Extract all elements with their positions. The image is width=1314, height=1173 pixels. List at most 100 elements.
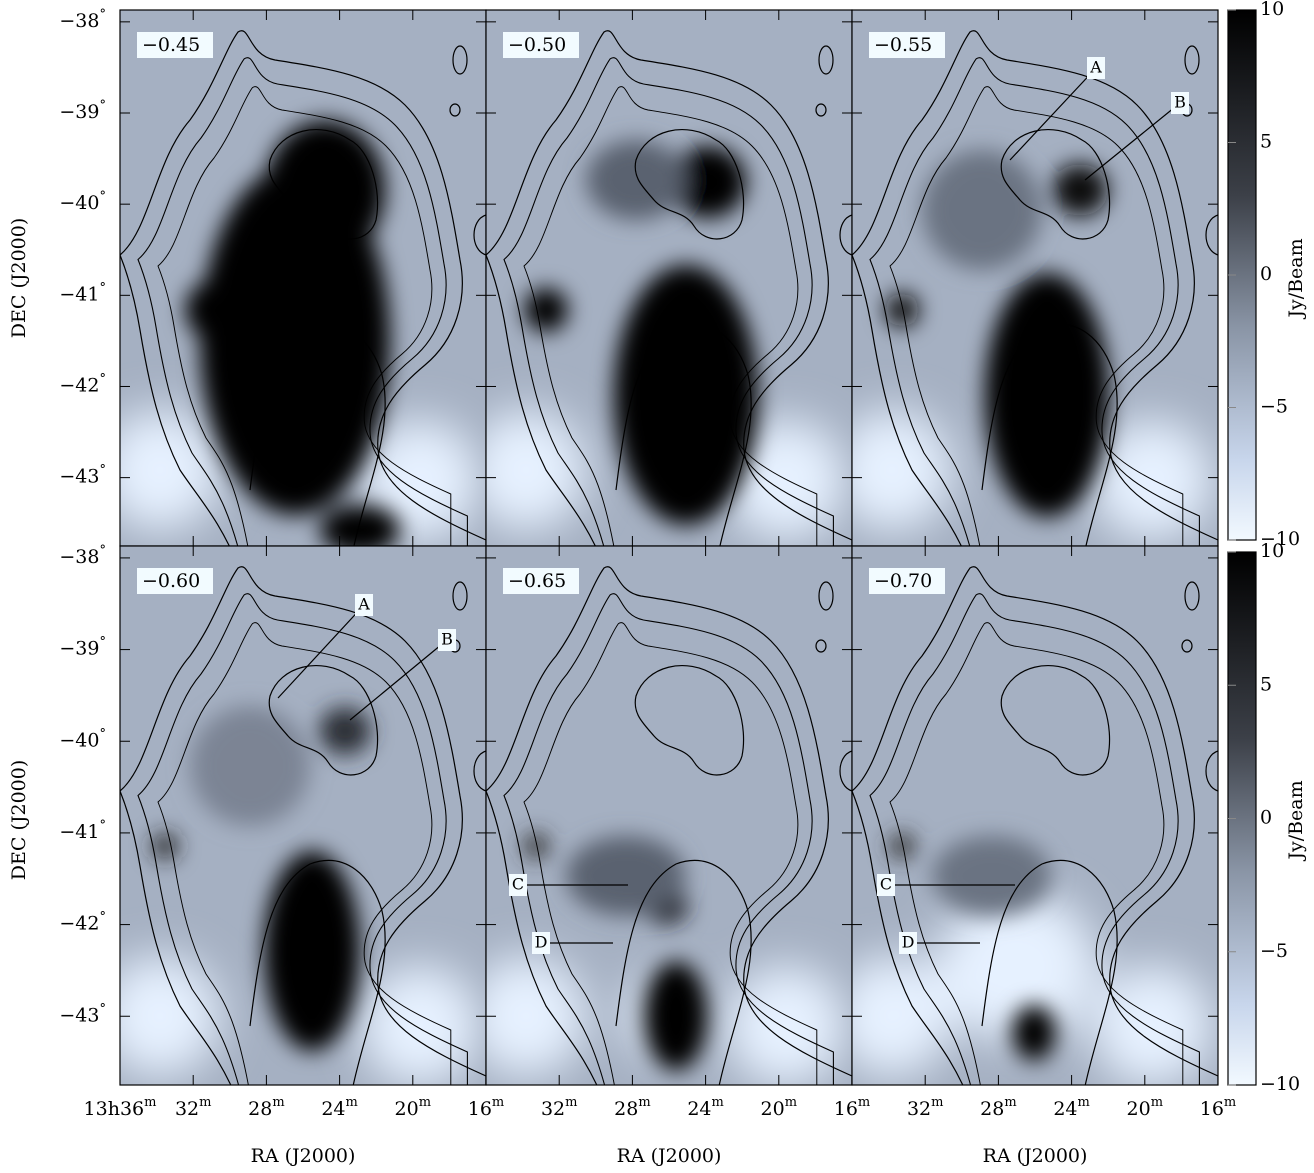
bright-region — [120, 956, 220, 1076]
x-tick-text: 32 — [907, 1098, 931, 1120]
x-tick-label: 20m — [761, 1095, 798, 1121]
image-layer — [120, 956, 480, 1085]
x-axis-label: RA (J2000) — [983, 1145, 1088, 1167]
colorbar-tick-label: 0 — [1260, 263, 1272, 285]
emission-blob — [190, 706, 310, 826]
x-tick-unit: m — [272, 1095, 284, 1110]
panel — [486, 10, 852, 546]
image-layer — [523, 833, 708, 1071]
annotation-box — [355, 594, 373, 616]
annotation-line — [1009, 67, 1097, 161]
x-tick-unit: m — [199, 1095, 211, 1110]
emission-blob — [265, 120, 385, 260]
emission-blob — [614, 265, 758, 525]
y-tick-text: −39 — [59, 638, 99, 660]
y-tick-unit: ° — [100, 189, 107, 204]
emission-blob — [524, 288, 568, 332]
x-tick-text: 28 — [980, 1098, 1004, 1120]
x-tick-text: 24 — [687, 1098, 711, 1120]
emission-blob — [670, 146, 746, 218]
emission-blob — [985, 273, 1109, 517]
x-tick-label: 32m — [907, 1095, 944, 1121]
y-tick-unit: ° — [100, 634, 107, 649]
x-tick-unit: m — [346, 1095, 358, 1110]
x-axis-label: RA (J2000) — [617, 1145, 722, 1167]
colorbar-tick-label: 5 — [1260, 131, 1272, 153]
x-tick-unit: m — [1224, 1095, 1236, 1110]
y-tick-unit: ° — [100, 726, 107, 741]
panel-label: −0.65 — [508, 570, 566, 592]
emission-blob — [889, 833, 915, 859]
annotation: C — [512, 875, 524, 894]
emission-blob — [185, 280, 245, 340]
bright-region — [120, 410, 220, 530]
x-tick-unit: m — [1078, 1095, 1090, 1110]
y-tick-label: −42° — [59, 371, 106, 397]
panel-label-box — [869, 568, 945, 594]
panel-label: −0.60 — [142, 570, 200, 592]
emission-blob — [1012, 1005, 1056, 1061]
panel — [852, 10, 1218, 546]
annotation-box — [1171, 92, 1189, 114]
emission-blob — [319, 707, 371, 755]
x-tick-label: 20m — [395, 1095, 432, 1121]
y-tick-text: −41 — [59, 821, 99, 843]
emission-blob — [320, 505, 400, 546]
colorbar-tick-label: 0 — [1260, 807, 1272, 829]
colorbar-label: Jy/Beam — [1285, 238, 1307, 319]
bright-region — [937, 891, 1097, 1041]
image-layer — [152, 706, 371, 1051]
bright-region — [360, 420, 480, 540]
bright-region — [726, 966, 846, 1085]
x-tick-label: 16m — [834, 1095, 871, 1121]
annotation-box — [1087, 57, 1105, 79]
y-tick-text: −38 — [59, 10, 99, 32]
emission-blob — [1052, 164, 1108, 216]
y-tick-text: −41 — [59, 283, 99, 305]
y-tick-unit: ° — [100, 98, 107, 113]
image-layer — [524, 140, 758, 525]
x-tick-label: 28m — [614, 1095, 651, 1121]
y-tick-unit: ° — [100, 817, 107, 832]
annotation-box — [532, 932, 550, 954]
colorbar-tick-label: −10 — [1260, 1073, 1300, 1095]
x-tick-label: 20m — [1127, 1095, 1164, 1121]
y-tick-label: −39° — [59, 634, 106, 660]
x-tick-label: 28m — [980, 1095, 1017, 1121]
emission-blob — [264, 851, 360, 1051]
y-tick-unit: ° — [100, 462, 107, 477]
image-layer — [852, 410, 1212, 540]
panel — [120, 10, 486, 546]
x-tick-unit: m — [1004, 1095, 1016, 1110]
emission-blob — [932, 836, 1052, 916]
y-tick-label: −38° — [59, 542, 106, 568]
x-tick-text: 24 — [1053, 1098, 1077, 1120]
annotation: B — [1174, 93, 1186, 112]
y-tick-text: −39 — [59, 101, 99, 123]
x-tick-text: 24 — [321, 1098, 345, 1120]
x-tick-unit: m — [492, 1095, 504, 1110]
x-tick-unit: m — [1151, 1095, 1163, 1110]
annotation: D — [535, 933, 548, 952]
emission-blob — [922, 150, 1042, 270]
panel-label-box — [503, 32, 579, 58]
x-tick-text: 20 — [1127, 1098, 1151, 1120]
panel-label: −0.50 — [508, 34, 566, 56]
colorbar-tick-label: −5 — [1260, 940, 1288, 962]
image-layer — [885, 150, 1109, 517]
panel-label: −0.70 — [874, 570, 932, 592]
bright-region — [360, 966, 480, 1085]
x-tick-label: 16m — [468, 1095, 505, 1121]
bright-region — [852, 956, 952, 1076]
y-tick-text: −43 — [59, 466, 99, 488]
emission-blob — [566, 836, 686, 916]
colorbar-tick-label: −5 — [1260, 396, 1288, 418]
panel-label-box — [137, 32, 213, 58]
emission-blob — [885, 293, 919, 327]
emission-blob — [152, 833, 178, 859]
x-tick-text: 16 — [834, 1098, 858, 1120]
annotation: A — [1089, 58, 1102, 77]
annotation-box — [509, 874, 527, 896]
panel-label-box — [869, 32, 945, 58]
x-tick-unit: m — [419, 1095, 431, 1110]
